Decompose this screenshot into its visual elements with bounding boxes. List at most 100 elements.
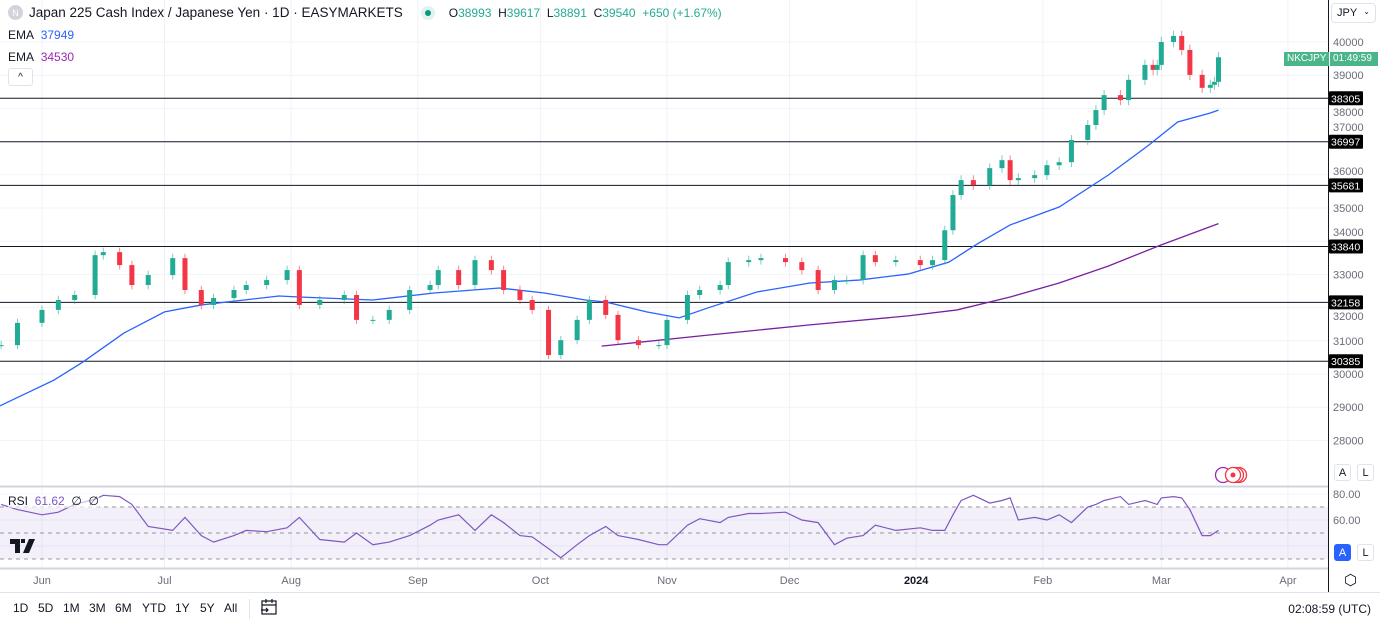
level-price-tag bbox=[1329, 134, 1363, 149]
range-ytd[interactable]: YTD bbox=[142, 601, 166, 615]
tradingview-logo[interactable] bbox=[10, 538, 40, 558]
rsi-log-scale-button[interactable]: L bbox=[1357, 544, 1374, 561]
candle-body bbox=[1199, 74, 1205, 88]
rsi-legend[interactable]: RSI 61.62 ∅ ∅ bbox=[8, 494, 99, 508]
level-price-label: 32158 bbox=[1331, 297, 1360, 309]
candle-body bbox=[717, 285, 723, 291]
candle-body bbox=[782, 258, 788, 263]
level-price-label: 35681 bbox=[1331, 180, 1360, 192]
candle-body bbox=[893, 260, 899, 263]
candle-body bbox=[1142, 64, 1148, 80]
ema-slow-legend[interactable]: EMA 34530 bbox=[8, 50, 75, 64]
candle-body bbox=[1044, 165, 1050, 176]
candle-body bbox=[39, 309, 45, 323]
ema-slow-line bbox=[601, 222, 1219, 347]
symbol-title[interactable]: Japan 225 Cash Index / Japanese Yen · 1D… bbox=[29, 5, 403, 20]
candle-body bbox=[546, 309, 552, 356]
price-tick-label: 31000 bbox=[1333, 336, 1364, 348]
candle-body bbox=[370, 319, 376, 321]
candle-body bbox=[958, 180, 964, 196]
candle-body bbox=[1207, 84, 1213, 88]
range-1m[interactable]: 1M bbox=[63, 601, 80, 615]
candle-body bbox=[354, 294, 360, 320]
candle-body bbox=[950, 195, 956, 231]
ema-fast-legend[interactable]: EMA 37949 bbox=[8, 28, 75, 42]
candle-body bbox=[517, 290, 523, 300]
range-all[interactable]: All bbox=[224, 601, 238, 615]
candle-body bbox=[1007, 160, 1013, 181]
price-tick-label: 34000 bbox=[1333, 227, 1364, 239]
candle-body bbox=[1215, 57, 1221, 82]
candle-body bbox=[586, 299, 592, 320]
candle-body bbox=[635, 340, 641, 346]
candle-body bbox=[129, 265, 135, 286]
candle-body bbox=[284, 270, 290, 281]
candle-body bbox=[1179, 36, 1185, 50]
candle-body bbox=[529, 299, 535, 310]
market-open-icon bbox=[420, 5, 435, 20]
candle-body bbox=[1093, 110, 1099, 125]
candle-body bbox=[264, 280, 270, 286]
events-icon[interactable] bbox=[1214, 466, 1254, 484]
candle-body bbox=[664, 319, 670, 346]
range-1y[interactable]: 1Y bbox=[175, 601, 190, 615]
time-tick-label: Aug bbox=[281, 575, 301, 587]
candle-body bbox=[942, 230, 948, 261]
price-tick-label: 40000 bbox=[1333, 37, 1364, 49]
range-1d[interactable]: 1D bbox=[13, 601, 29, 615]
range-5y[interactable]: 5Y bbox=[200, 601, 215, 615]
candle-body bbox=[243, 285, 249, 291]
currency-select[interactable]: JPY ⌄ bbox=[1331, 3, 1376, 23]
time-tick-label: 2024 bbox=[904, 575, 929, 587]
candle-body bbox=[684, 294, 690, 320]
candle-body bbox=[558, 340, 564, 356]
rsi-auto-scale-button[interactable]: A bbox=[1334, 544, 1351, 561]
rsi-value: 61.62 bbox=[34, 494, 65, 508]
chart-legend: N Japan 225 Cash Index / Japanese Yen · … bbox=[8, 5, 722, 20]
price-tick-label: 28000 bbox=[1333, 435, 1364, 447]
candle-body bbox=[1085, 125, 1091, 140]
candle-body bbox=[317, 299, 323, 305]
candle-body bbox=[815, 270, 821, 291]
candle-body bbox=[211, 297, 217, 305]
ema-slow-value: 34530 bbox=[40, 50, 75, 64]
candle-body bbox=[1158, 42, 1164, 65]
candle-body bbox=[615, 314, 621, 341]
clock-timezone[interactable]: 02:08:59 (UTC) bbox=[1288, 602, 1371, 616]
candle-body bbox=[341, 294, 347, 300]
range-3m[interactable]: 3M bbox=[89, 601, 106, 615]
candle-body bbox=[1154, 64, 1160, 70]
candle-body bbox=[0, 345, 4, 347]
log-scale-button[interactable]: L bbox=[1357, 464, 1374, 481]
price-tick-label: 29000 bbox=[1333, 402, 1364, 414]
price-tick-label: 38000 bbox=[1333, 107, 1364, 119]
candle-body bbox=[501, 270, 507, 291]
candle-body bbox=[182, 258, 188, 291]
range-6m[interactable]: 6M bbox=[115, 601, 132, 615]
rsi-line bbox=[0, 494, 1219, 559]
ema-fast-line bbox=[0, 109, 1219, 407]
candle-body bbox=[72, 294, 78, 300]
collapse-legend-button[interactable]: ^ bbox=[8, 68, 33, 86]
range-5d[interactable]: 5D bbox=[38, 601, 54, 615]
candle-body bbox=[472, 260, 478, 286]
time-tick-label: Sep bbox=[408, 575, 428, 587]
candle-body bbox=[1015, 178, 1021, 181]
go-to-date-calendar-icon[interactable] bbox=[260, 598, 278, 621]
candle-body bbox=[758, 258, 764, 261]
chevron-up-icon: ^ bbox=[18, 71, 23, 83]
price-chart[interactable]: 40000 39000 38000 37000 36000 35000 34000 33000… bbox=[0, 0, 1380, 592]
auto-scale-button[interactable]: A bbox=[1334, 464, 1351, 481]
time-tick-label: Jul bbox=[158, 575, 172, 587]
settings-gear-icon[interactable]: ⬡ bbox=[1344, 572, 1358, 589]
candle-body bbox=[198, 290, 204, 305]
time-tick-label: Jun bbox=[33, 575, 51, 587]
price-tick-label: 30000 bbox=[1333, 369, 1364, 381]
candle-body bbox=[296, 270, 302, 305]
divider bbox=[249, 599, 250, 619]
candle-body bbox=[860, 255, 866, 281]
candle-body bbox=[488, 260, 494, 271]
candle-body bbox=[725, 262, 731, 286]
level-price-tag bbox=[1329, 295, 1363, 310]
candle-body bbox=[987, 168, 993, 186]
